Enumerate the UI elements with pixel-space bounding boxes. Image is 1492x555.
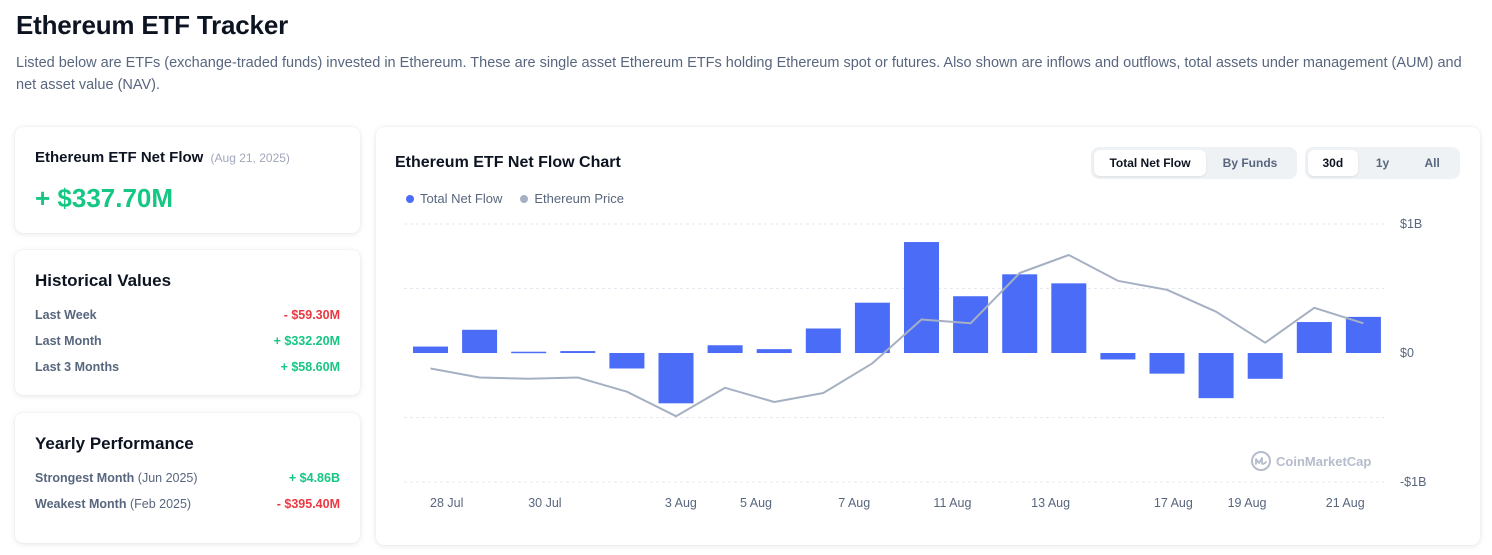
- chart-title: Ethereum ETF Net Flow Chart: [395, 154, 621, 171]
- historical-row-last-week: Last Week - $59.30M: [35, 306, 340, 324]
- yearly-row-label: Strongest Month (Jun 2025): [35, 471, 198, 485]
- x-axis-tick-label: 17 Aug: [1154, 496, 1193, 510]
- chart-bar[interactable]: [1100, 353, 1136, 360]
- x-axis-tick-label: 13 Aug: [1031, 496, 1070, 510]
- chart-view-toggle: Total Net Flow By Funds: [1091, 147, 1297, 179]
- chart-bar[interactable]: [511, 351, 547, 354]
- y-axis-tick-label: $0: [1400, 346, 1414, 360]
- range-all-button[interactable]: All: [1424, 156, 1440, 170]
- chart-bar[interactable]: [805, 328, 841, 353]
- chart-legend: Total Net Flow Ethereum Price: [406, 191, 642, 206]
- chart-bar[interactable]: [1002, 274, 1038, 353]
- x-axis-tick-label: 5 Aug: [740, 496, 772, 510]
- chart-bar[interactable]: [1296, 322, 1332, 353]
- x-axis-tick-label: 3 Aug: [665, 496, 697, 510]
- yearly-row-label-sub: (Jun 2025): [137, 471, 198, 485]
- tab-by-funds[interactable]: By Funds: [1222, 156, 1278, 170]
- historical-row-value: + $332.20M: [273, 334, 340, 348]
- net-flow-value: + $337.70M: [35, 183, 174, 213]
- chart-bar[interactable]: [756, 349, 792, 353]
- yearly-performance-card: Yearly Performance Strongest Month (Jun …: [15, 413, 360, 543]
- chart-range-toggle: 30d 1y All: [1305, 147, 1460, 179]
- yearly-performance-title: Yearly Performance: [35, 434, 194, 453]
- legend-item-total-net-flow[interactable]: Total Net Flow: [406, 191, 502, 206]
- page-title: Ethereum ETF Tracker: [16, 10, 288, 40]
- historical-row-last-3-months: Last 3 Months + $58.60M: [35, 358, 340, 376]
- yearly-row-label: Weakest Month (Feb 2025): [35, 497, 191, 511]
- net-flow-chart-card: Ethereum ETF Net Flow Chart Total Net Fl…: [376, 127, 1480, 545]
- chart-bar[interactable]: [953, 296, 989, 353]
- historical-row-label: Last Month: [35, 334, 102, 348]
- chart-bar[interactable]: [707, 345, 743, 353]
- chart-bar[interactable]: [560, 351, 596, 353]
- yearly-row-strongest-month: Strongest Month (Jun 2025) + $4.86B: [35, 469, 340, 487]
- yearly-row-label-sub: (Feb 2025): [129, 497, 192, 511]
- price-line: [430, 254, 1364, 418]
- yearly-row-label-text: Strongest Month: [35, 471, 135, 485]
- yearly-row-value: - $395.40M: [276, 497, 340, 511]
- watermark-text: CoinMarketCap: [1276, 453, 1372, 469]
- historical-row-value: + $58.60M: [280, 360, 340, 374]
- y-axis-tick-label: -$1B: [1400, 475, 1426, 489]
- historical-row-label: Last 3 Months: [35, 360, 120, 374]
- tab-total-net-flow[interactable]: Total Net Flow: [1094, 150, 1206, 176]
- x-axis-tick-label: 19 Aug: [1228, 496, 1267, 510]
- net-flow-title-text: Ethereum ETF Net Flow: [35, 149, 204, 166]
- range-30d-button[interactable]: 30d: [1308, 150, 1358, 176]
- yearly-row-label-text: Weakest Month: [35, 497, 127, 511]
- x-axis-tick-label: 28 Jul: [430, 496, 463, 510]
- legend-label: Total Net Flow: [420, 191, 503, 206]
- legend-item-ethereum-price[interactable]: Ethereum Price: [520, 191, 624, 206]
- chart-bar[interactable]: [1149, 353, 1185, 374]
- chart-bar[interactable]: [904, 242, 939, 353]
- coinmarketcap-logo-icon: [1251, 451, 1271, 471]
- net-flow-date: (Aug 21, 2025): [210, 151, 290, 165]
- net-flow-chart[interactable]: $1B $0 -$1B 28 Jul 30 Jul 3 Aug 5 Aug 7 Aug 11 A…: [376, 127, 1480, 545]
- coinmarketcap-watermark: CoinMarketCap: [1250, 450, 1371, 472]
- legend-dot-icon: [406, 194, 414, 203]
- legend-dot-icon: [520, 194, 529, 203]
- x-axis-tick-label: 21 Aug: [1326, 496, 1365, 510]
- legend-label: Ethereum Price: [534, 191, 624, 206]
- yearly-row-value: + $4.86B: [288, 471, 340, 485]
- chart-bar[interactable]: [1198, 353, 1234, 399]
- historical-row-label: Last Week: [35, 308, 97, 322]
- x-axis-tick-label: 7 Aug: [838, 496, 870, 510]
- historical-row-last-month: Last Month + $332.20M: [35, 332, 340, 350]
- yearly-row-weakest-month: Weakest Month (Feb 2025) - $395.40M: [35, 495, 340, 513]
- y-axis-tick-label: $1B: [1400, 217, 1422, 231]
- historical-values-title: Historical Values: [35, 271, 172, 290]
- chart-bar[interactable]: [413, 346, 448, 353]
- chart-bar[interactable]: [1051, 283, 1087, 353]
- historical-values-card: Historical Values Last Week - $59.30M La…: [15, 250, 360, 395]
- historical-row-value: - $59.30M: [283, 308, 340, 322]
- x-axis-tick-label: 11 Aug: [933, 496, 971, 510]
- net-flow-card: Ethereum ETF Net Flow (Aug 21, 2025) + $…: [15, 127, 360, 233]
- page-description: Listed below are ETFs (exchange-traded f…: [16, 55, 1462, 93]
- chart-bar[interactable]: [609, 353, 645, 369]
- chart-bar[interactable]: [854, 302, 890, 353]
- net-flow-title: Ethereum ETF Net Flow (Aug 21, 2025): [35, 149, 290, 166]
- chart-bar[interactable]: [1247, 353, 1283, 379]
- range-1y-button[interactable]: 1y: [1375, 156, 1390, 170]
- chart-bar[interactable]: [658, 353, 694, 404]
- x-axis-tick-label: 30 Jul: [528, 496, 561, 510]
- chart-bar[interactable]: [462, 329, 498, 353]
